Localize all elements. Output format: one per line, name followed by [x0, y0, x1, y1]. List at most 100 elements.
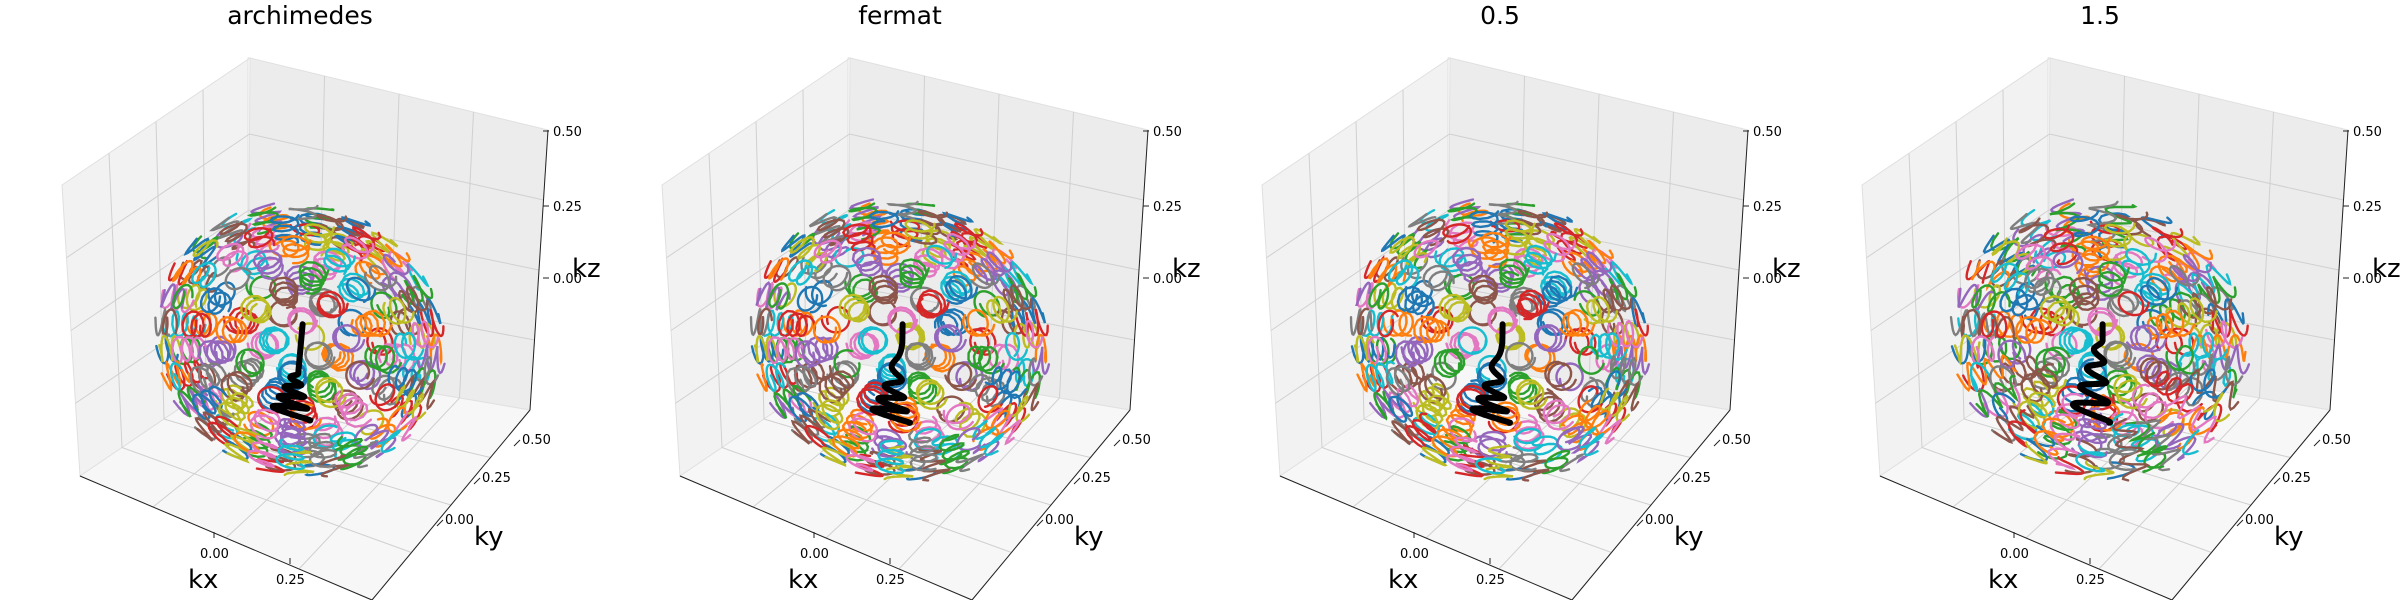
trajectory-line — [773, 384, 812, 420]
y-tick — [436, 519, 444, 527]
y-tick-label: 0.25 — [1082, 471, 1111, 486]
trajectory-line — [2083, 460, 2115, 481]
trajectory-line — [1477, 430, 1508, 460]
trajectory-line — [944, 361, 977, 392]
trajectory-line — [1367, 257, 1407, 291]
x-axis-line — [1879, 475, 2173, 600]
chart-title: archimedes — [227, 1, 373, 30]
trajectory-line — [287, 307, 319, 335]
trajectory-line — [1991, 392, 2016, 422]
trajectory-line — [1609, 354, 1644, 387]
chart-title: fermat — [858, 1, 942, 30]
trajectory-line — [2135, 419, 2182, 472]
trajectory-line — [2146, 309, 2196, 340]
chart-title: 1.5 — [2080, 1, 2120, 30]
trajectory-line — [917, 446, 952, 482]
trajectory-line — [857, 326, 889, 355]
trajectory-line — [161, 308, 179, 337]
x-axis-label: kx — [1388, 565, 1418, 595]
trajectory-line — [818, 370, 855, 404]
chart-title: 0.5 — [1480, 1, 1520, 30]
trajectory-line — [398, 373, 436, 411]
z-tick-label: 0.50 — [1153, 125, 1182, 140]
y-tick — [1673, 477, 1681, 485]
trajectory-line — [207, 415, 240, 446]
trajectory-line — [382, 296, 415, 325]
trajectory-line — [348, 359, 382, 391]
x-axis-label: kx — [188, 565, 218, 595]
trajectory-line — [2044, 219, 2078, 251]
trajectory-line — [1516, 289, 1550, 321]
trajectory-line — [323, 247, 356, 276]
trajectory-line — [1483, 443, 1514, 481]
trajectory-line — [1489, 219, 1521, 233]
y-tick — [2236, 519, 2244, 527]
z-tick-label: 0.25 — [1753, 200, 1782, 215]
trajectory-line — [1559, 453, 1586, 473]
trajectory-line — [2106, 288, 2140, 318]
gridline — [298, 397, 460, 570]
trajectory-line — [2106, 433, 2138, 472]
trajectory-line — [1541, 232, 1577, 263]
trajectory-line — [382, 253, 410, 276]
trajectory-line — [768, 282, 790, 310]
trajectory-line — [1507, 371, 1538, 406]
trajectory-line — [1597, 413, 1621, 445]
trajectory-line — [398, 285, 429, 314]
trajectory-line — [833, 247, 865, 268]
trajectory-line — [1957, 283, 1994, 314]
trajectory-line — [899, 258, 930, 290]
trajectory-line — [925, 244, 958, 270]
trajectory-line — [2052, 250, 2084, 275]
trajectory-line — [2194, 307, 2222, 336]
y-tick — [1073, 477, 1081, 485]
trajectory-line — [1975, 374, 2019, 418]
trajectory-line — [967, 373, 1007, 408]
trajectory-line — [924, 343, 956, 373]
trajectory-line — [916, 289, 950, 319]
gridline — [2259, 111, 2274, 399]
x-tick-label: 0.25 — [876, 573, 905, 588]
trajectory-line — [275, 438, 306, 471]
trajectory-line — [904, 341, 937, 371]
trajectory-line — [169, 362, 183, 392]
trajectory-line — [312, 424, 343, 449]
trajectory-line — [950, 222, 984, 251]
trajectory-line — [2179, 368, 2240, 412]
trajectory-line — [171, 335, 209, 365]
trajectory-line — [304, 341, 336, 371]
trajectory-line — [766, 336, 805, 365]
trajectory-line — [191, 261, 217, 289]
trajectory-line — [1388, 232, 1429, 270]
trajectory-line — [1445, 436, 1480, 473]
trajectory-line — [246, 434, 280, 468]
x-axis-line — [679, 475, 973, 600]
trajectory-line — [750, 334, 785, 366]
trajectory-line — [2168, 264, 2200, 287]
trajectory-line — [2165, 344, 2205, 375]
y-tick-label: 0.50 — [2322, 433, 2351, 448]
trajectory-line — [1498, 258, 1530, 289]
trajectory-line — [796, 285, 824, 314]
trajectory-line — [1630, 296, 1647, 328]
trajectory-line — [1555, 362, 1584, 392]
x-tick-label: 0.00 — [800, 547, 829, 562]
trajectory-line — [363, 264, 398, 292]
trajectory-line — [1457, 326, 1488, 355]
trajectory-line — [773, 282, 798, 308]
trajectory-line — [2207, 298, 2245, 328]
trajectory-line — [1495, 322, 1526, 351]
trajectory-line — [2121, 247, 2158, 283]
trajectory-line — [1559, 308, 1596, 337]
z-tick-label: 0.50 — [553, 125, 582, 140]
trajectory-line — [1971, 284, 2011, 314]
z-axis-label: kz — [2372, 254, 2400, 284]
trajectory-line — [1385, 365, 1413, 396]
trajectory-line — [2050, 198, 2086, 243]
trajectory-line — [2176, 263, 2232, 308]
trajectory-line — [2126, 323, 2167, 353]
trajectories — [154, 202, 446, 478]
trajectory-line — [235, 348, 265, 378]
trajectory-line — [2033, 250, 2067, 270]
x-tick-label: 0.25 — [276, 573, 305, 588]
